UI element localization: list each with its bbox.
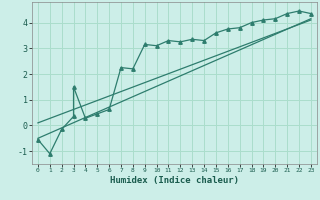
X-axis label: Humidex (Indice chaleur): Humidex (Indice chaleur)	[110, 176, 239, 185]
